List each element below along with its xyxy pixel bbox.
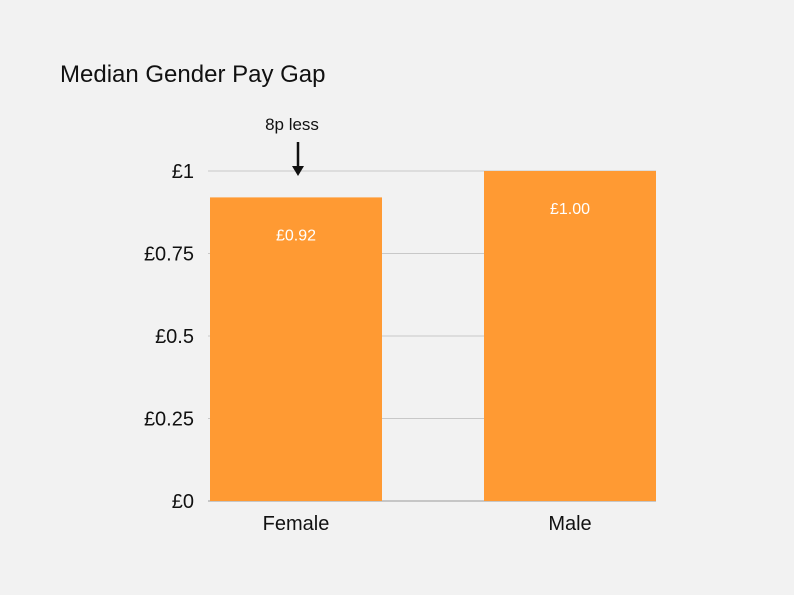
data-label: £1.00 (550, 201, 590, 218)
x-axis-categories: Female Male (263, 513, 592, 535)
annotation-text: 8p less (265, 115, 319, 134)
annotation-arrow-head (292, 166, 304, 176)
bar-male (484, 171, 656, 501)
data-label: £0.92 (276, 227, 316, 244)
y-tick-label: £1 (172, 161, 194, 183)
y-tick-label: £0.25 (144, 409, 194, 431)
bars: £0.92 £1.00 (210, 171, 656, 501)
annotation: 8p less (265, 115, 319, 176)
bar-female (210, 197, 382, 501)
y-tick-label: £0 (172, 491, 194, 513)
chart-title: Median Gender Pay Gap (60, 61, 326, 88)
y-tick-label: £0.75 (144, 244, 194, 266)
y-axis-ticks: £0 £0.25 £0.5 £0.75 £1 (144, 161, 194, 513)
x-category-label: Male (548, 513, 591, 535)
y-tick-label: £0.5 (155, 326, 194, 348)
x-category-label: Female (263, 513, 330, 535)
